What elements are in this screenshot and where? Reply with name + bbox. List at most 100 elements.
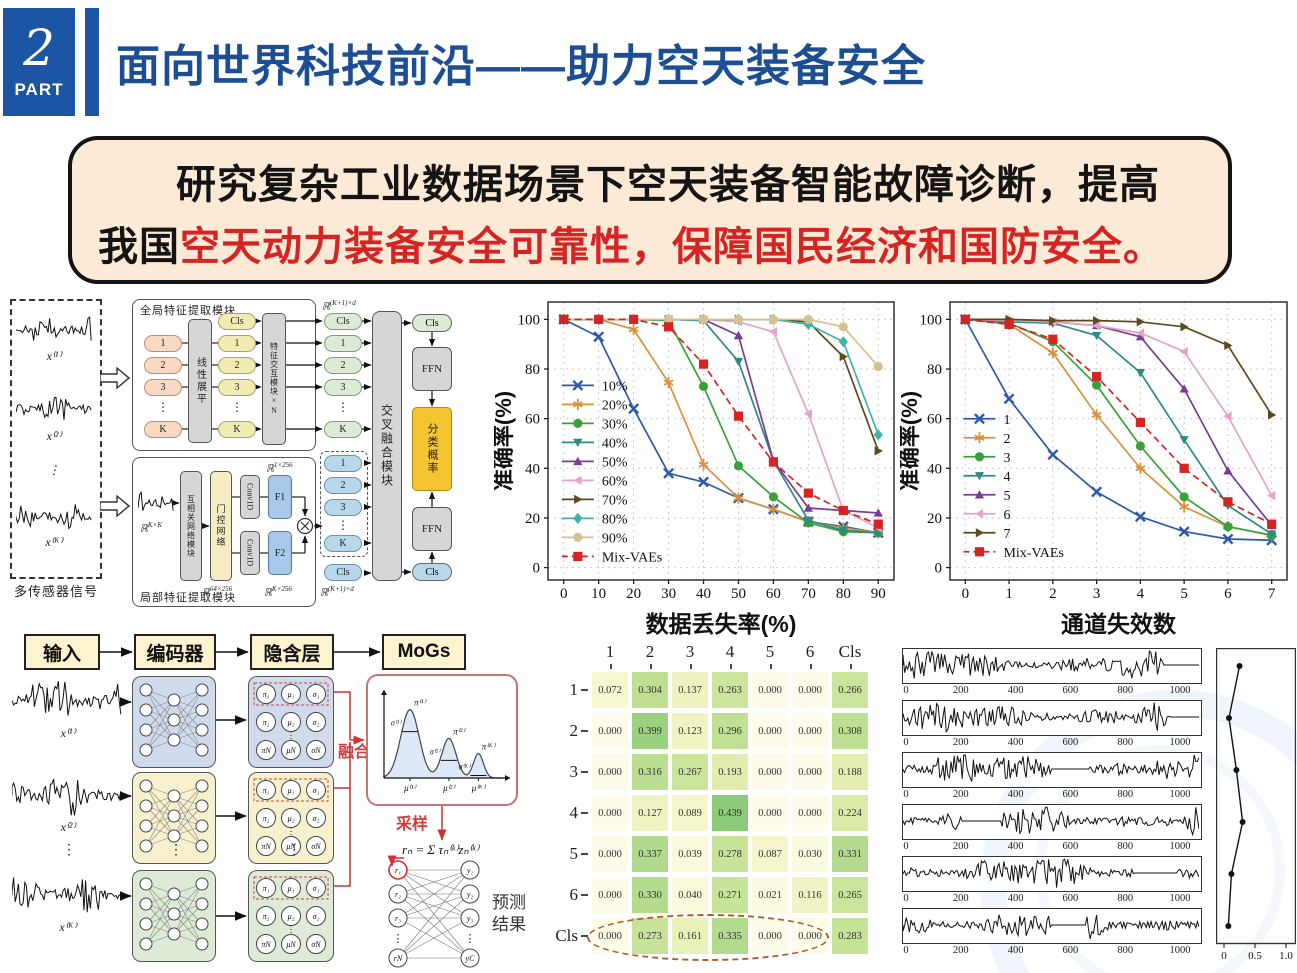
- marker-circle: [573, 418, 583, 428]
- marker-square: [1267, 519, 1277, 529]
- r-dots: ⋮: [393, 933, 404, 945]
- x-tick: 1: [1005, 586, 1013, 602]
- marker-tri-down: [838, 526, 848, 535]
- conv1d-box-b: Conv1D: [240, 531, 260, 575]
- heatmap-cell: 0.224: [832, 795, 868, 831]
- page-title: 面向世界科技前沿——助力空天装备安全: [116, 42, 926, 91]
- marker-square: [1223, 497, 1233, 507]
- marker-tri-up: [1179, 384, 1189, 393]
- side-x-tick: 1.0: [1279, 950, 1293, 962]
- marker-tri-down: [1179, 436, 1189, 445]
- hidden-symbol: π₁: [263, 786, 270, 795]
- intro-line-1: 研究复杂工业数据场景下空天装备智能故障诊断，提高: [98, 154, 1202, 216]
- marker-square: [1092, 371, 1102, 382]
- token-2: 2: [324, 476, 362, 494]
- heatmap-col-label: 2: [645, 642, 655, 661]
- intro-line-2: 我国空天动力装备安全可靠性，保障国民经济和国防安全。: [98, 216, 1202, 278]
- mogs-signal-2: x⁽²⁾: [60, 820, 76, 834]
- waveform-x-tick: 1000: [1169, 841, 1191, 852]
- waveform-trace: [903, 806, 1199, 837]
- marker-diamond: [873, 429, 883, 441]
- prediction-network: r₁ r₂ r₃ ⋮ rN y₁ y₂ y₃ ⋮ yC: [388, 860, 480, 968]
- part-word: PART: [14, 80, 64, 99]
- hidden-symbol: μN: [285, 746, 296, 755]
- waveform-x-tick: 200: [952, 945, 969, 956]
- heatmap-cell: 0.039: [672, 836, 708, 872]
- chart-canvas: 0 10 20 30 40 50 60 70 80 90 0 20 40 60 80 100 数据丢失率(%) 准…: [494, 301, 895, 637]
- heatmap-col-label: 3: [685, 642, 695, 661]
- waveform-x-tick: 600: [1062, 841, 1079, 852]
- waveform-panel: [902, 908, 1202, 944]
- y-tick: 80: [927, 362, 942, 378]
- x-tick: 10: [591, 586, 606, 602]
- sigma-label: σ⁽ᴷ⁾: [458, 763, 471, 772]
- legend-label: 7: [1003, 527, 1010, 542]
- marker-x: [974, 413, 985, 425]
- marker-circle: [838, 322, 848, 332]
- mu-label: μ⁽¹⁾: [403, 783, 416, 793]
- legend-label: 80%: [602, 512, 628, 527]
- waveform-panel: [902, 804, 1202, 840]
- marker-square: [663, 322, 674, 332]
- y-tick: 60: [927, 412, 942, 428]
- legend-label: 4: [1003, 470, 1010, 485]
- cls-bottom-oval: Cls: [412, 563, 452, 581]
- heatmap-col-tick: [810, 664, 812, 669]
- token-3: 3: [324, 498, 362, 516]
- token-K: K: [144, 420, 182, 438]
- heatmap-cell: 0.265: [832, 877, 868, 913]
- heatmap-cell: 0.266: [832, 672, 868, 708]
- marker-tri-left: [573, 475, 582, 485]
- heatmap-row-label: 1: [569, 680, 579, 699]
- y-node: y₂: [466, 890, 474, 899]
- waveform-x-tick: 600: [1062, 737, 1079, 748]
- waveform-panel: [902, 648, 1202, 684]
- marker-x: [1091, 486, 1103, 498]
- hidden-symbol: π₂: [263, 718, 270, 727]
- marker-tri-up: [1223, 466, 1233, 475]
- sigma-label: σ⁽²⁾: [430, 747, 441, 756]
- heatmap-col-tick: [650, 664, 652, 669]
- series-1: [964, 318, 1272, 542]
- ffn-top-box: FFN: [412, 347, 452, 391]
- step-encoder: 编码器: [134, 634, 216, 670]
- series-7: [965, 318, 1273, 416]
- y-dots: ⋮: [465, 933, 476, 945]
- heatmap-col-label: 1: [605, 642, 615, 661]
- marker-star: [698, 458, 709, 471]
- waveform-x-tick: 1000: [1169, 945, 1191, 956]
- mogs-signal-dots: ⋮: [62, 843, 76, 858]
- heatmap-cell: 0.330: [632, 877, 668, 913]
- heatmap-col-label: 6: [805, 642, 815, 661]
- fusion-label: 融合: [338, 744, 371, 761]
- hidden-symbol: σ₁: [313, 884, 320, 893]
- token-2: 2: [218, 356, 256, 374]
- hidden-symbol: π₁: [263, 690, 270, 699]
- heatmap-col-label: Cls: [838, 642, 862, 661]
- waveform-x-tick: 0: [903, 893, 909, 904]
- y-axis-label: 准确率(%): [900, 391, 922, 491]
- series-Mix-VAEs: [965, 318, 1273, 525]
- importance-side-panel: 0 0.5 1.0: [1216, 648, 1296, 962]
- heatmap-cell: 0.116: [792, 877, 828, 913]
- token-3: 3: [218, 378, 256, 396]
- heatmap-cell: 0.021: [752, 877, 788, 913]
- heatmap-col-tick: [850, 664, 852, 669]
- marker-star: [768, 503, 779, 515]
- x-tick: 5: [1180, 586, 1188, 602]
- waveform-x-tick: 800: [1117, 841, 1134, 852]
- token-1: 1: [324, 454, 362, 472]
- heatmap-row-label: 5: [569, 844, 579, 863]
- heatmap-row-label: 4: [569, 803, 579, 822]
- mog-curve-box: [366, 674, 518, 806]
- intro-text-2-red: 空天动力装备安全可靠性，保障国民经济和国防安全。: [180, 225, 1164, 269]
- x-tick: 2: [1049, 586, 1057, 602]
- series-Mix-VAEs: [563, 318, 879, 525]
- heatmap-cell: 0.089: [672, 795, 708, 831]
- marker-circle: [573, 532, 583, 542]
- heatmap-cell: 0.040: [672, 877, 708, 913]
- dim-local-in: ℝK×K: [140, 521, 162, 535]
- marker-circle: [974, 452, 985, 462]
- marker-circle: [733, 461, 744, 471]
- marker-tri-right: [1049, 316, 1058, 326]
